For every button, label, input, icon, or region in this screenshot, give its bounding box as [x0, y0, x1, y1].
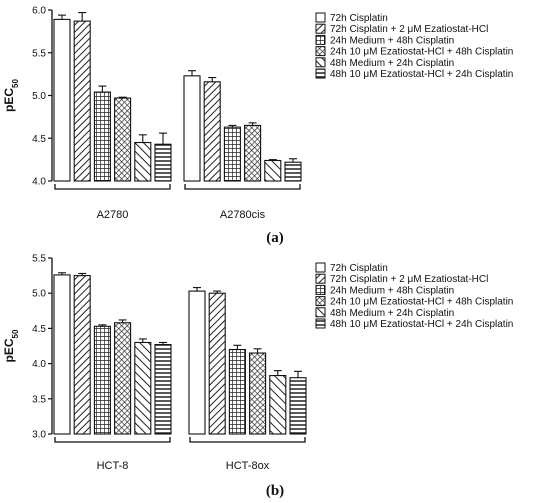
bar — [53, 18, 71, 182]
legend-entry: 72h Cisplatin — [330, 13, 388, 24]
y-tick-label: 5.0 — [32, 289, 46, 300]
y-axis-label: pEC50 — [2, 329, 20, 362]
panel-label: (b) — [266, 483, 284, 499]
legend-entry: 24h Medium + 48h Cisplatin — [330, 285, 454, 296]
legend-entry: 72h Cisplatin + 2 μM Ezatiostat-HCl — [330, 274, 488, 285]
legend-swatch — [315, 284, 326, 295]
y-tick-label: 4.0 — [32, 359, 46, 370]
bar — [183, 75, 201, 182]
legend-swatch — [315, 57, 326, 68]
bar — [264, 159, 282, 182]
legend-entry: 72h Cisplatin — [330, 263, 388, 274]
bar — [269, 375, 287, 435]
category-label: HCT-8 — [97, 460, 129, 472]
y-tick-label: 3.0 — [32, 430, 46, 441]
y-tick-label: 5.5 — [32, 48, 46, 59]
y-tick-label: 4.5 — [32, 134, 46, 145]
bar — [228, 348, 246, 435]
bar — [154, 143, 172, 182]
legend-entry: 48h Medium + 24h Cisplatin — [330, 58, 454, 69]
category-bracket — [54, 184, 171, 190]
legend-swatch — [315, 46, 326, 57]
legend-swatch — [315, 273, 326, 284]
y-tick-label: 6.0 — [32, 6, 46, 17]
y-axis-label-sub: 50 — [11, 329, 20, 338]
bar — [134, 141, 152, 182]
category-bracket — [184, 184, 301, 190]
legend-swatch — [315, 296, 326, 307]
bar — [249, 352, 267, 435]
y-axis-label-sub: 50 — [11, 79, 20, 88]
bar — [203, 81, 221, 182]
chart-panel-1: 4.0 4.5 5.0 5.5 6.0 pEC50 A2780 A2780cis 72h Cis… — [2, 6, 513, 247]
legend-swatch — [315, 318, 326, 329]
bar — [223, 126, 241, 182]
bar — [73, 275, 91, 435]
legend-swatch — [315, 262, 326, 273]
bar — [73, 20, 91, 182]
y-tick-label: 4.0 — [32, 177, 46, 188]
y-axis-label-main: pEC — [2, 338, 16, 362]
bar — [53, 274, 71, 435]
bar — [284, 161, 302, 182]
legend-entry: 24h 10 μM Ezatiostat-HCl + 48h Cisplatin — [330, 47, 513, 58]
y-tick-label: 5.0 — [32, 91, 46, 102]
legend-swatch — [315, 307, 326, 318]
legend-swatch — [315, 12, 326, 23]
legend-swatch — [315, 23, 326, 34]
legend-entry: 24h 10 μM Ezatiostat-HCl + 48h Cisplatin — [330, 297, 513, 308]
legend-entry: 72h Cisplatin + 2 μM Ezatiostat-HCl — [330, 24, 488, 35]
category-label: A2780 — [97, 209, 129, 221]
bar — [188, 290, 206, 435]
bar — [114, 322, 132, 435]
bar — [134, 341, 152, 435]
bar — [154, 344, 172, 435]
panel-label: (a) — [266, 230, 284, 246]
bar — [244, 124, 262, 182]
y-tick-label: 3.5 — [32, 394, 46, 405]
legend-entry: 24h Medium + 48h Cisplatin — [330, 35, 454, 46]
category-bracket — [54, 437, 171, 443]
category-bracket — [189, 437, 306, 443]
legend-swatch — [315, 34, 326, 45]
y-tick-label: 5.5 — [32, 254, 46, 265]
bar — [93, 91, 111, 182]
legend-swatch — [315, 68, 326, 79]
bar — [289, 377, 307, 435]
legend-entry: 48h Medium + 24h Cisplatin — [330, 308, 454, 319]
legend-entry: 48h 10 μM Ezatiostat-HCl + 24h Cisplatin — [330, 319, 513, 330]
category-label: A2780cis — [220, 209, 266, 221]
bar — [93, 325, 111, 435]
bar — [208, 292, 226, 435]
y-tick-label: 4.5 — [32, 324, 46, 335]
legend-entry: 48h 10 μM Ezatiostat-HCl + 24h Cisplatin — [330, 69, 513, 80]
y-axis-label: pEC50 — [2, 79, 20, 112]
chart-panel-2: 3.0 3.5 4.0 4.5 5.0 5.5 pEC50 HCT-8 HCT-8ox 72h C… — [2, 254, 513, 500]
y-axis-label-main: pEC — [2, 88, 16, 112]
bar — [114, 97, 132, 182]
category-label: HCT-8ox — [226, 460, 270, 472]
